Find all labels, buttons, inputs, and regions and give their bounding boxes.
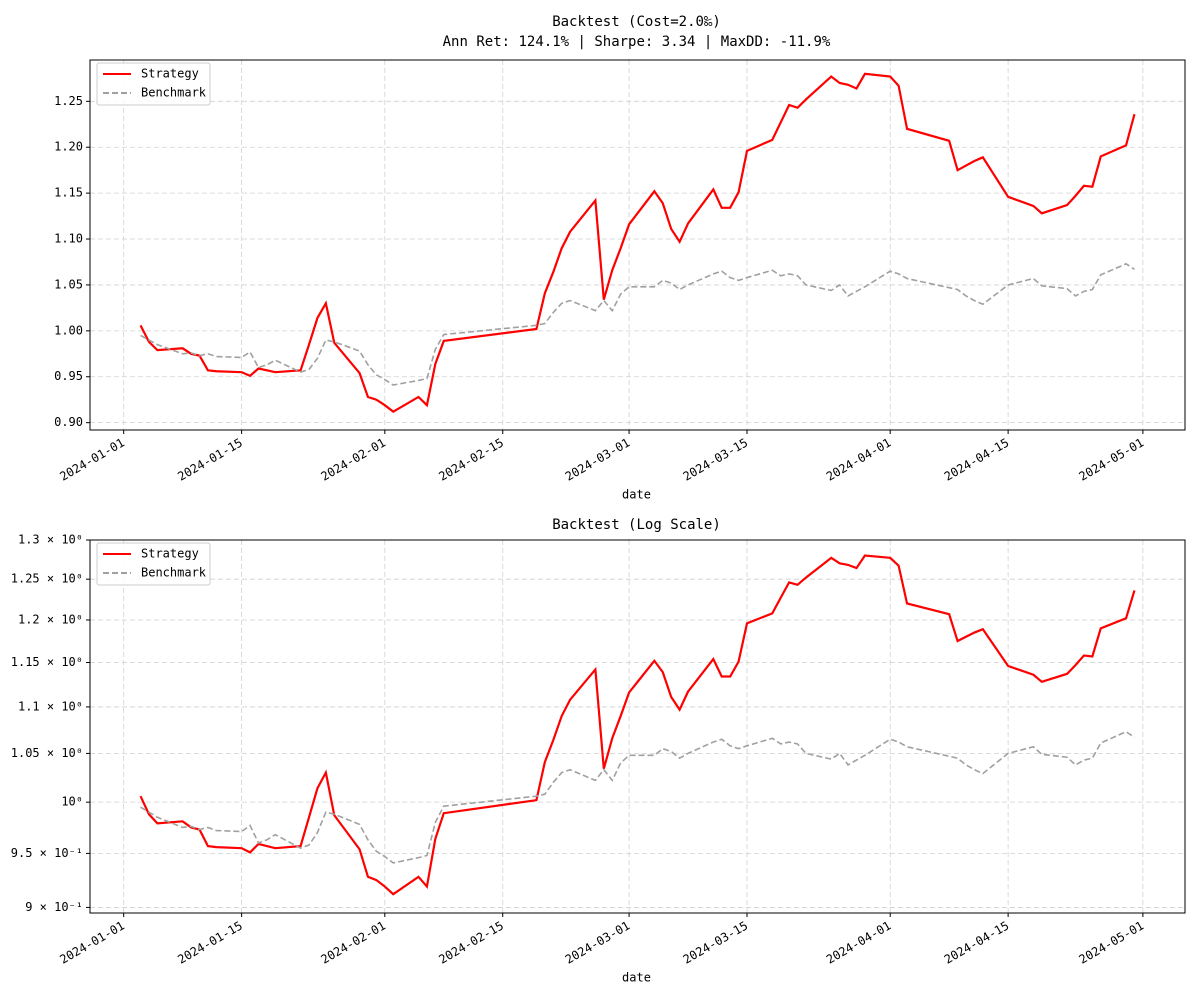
x-axis-label: date bbox=[622, 488, 651, 502]
x-tick-label: 2024-01-15 bbox=[175, 436, 245, 484]
chart-subtitle: Ann Ret: 124.1% | Sharpe: 3.34 | MaxDD: … bbox=[443, 34, 831, 50]
x-tick-label: 2024-04-15 bbox=[942, 436, 1012, 484]
legend-label: Strategy bbox=[141, 67, 199, 81]
x-tick-label: 2024-03-15 bbox=[681, 919, 751, 967]
y-tick-label: 1.2 × 10⁰ bbox=[18, 612, 83, 626]
y-tick-label: 10⁰ bbox=[61, 795, 83, 809]
x-tick-label: 2024-04-01 bbox=[824, 436, 894, 484]
plot-frame bbox=[89, 59, 1186, 431]
x-axis-label: date bbox=[622, 971, 651, 985]
y-tick-label: 1.05 bbox=[54, 277, 83, 291]
y-tick-label: 1.3 × 10⁰ bbox=[18, 533, 83, 547]
series-line bbox=[139, 72, 1136, 413]
chart-title: Backtest (Log Scale) bbox=[552, 517, 721, 533]
x-tick-label: 2024-03-01 bbox=[563, 436, 633, 484]
x-tick-label: 2024-02-15 bbox=[436, 436, 506, 484]
plot-frame bbox=[89, 539, 1186, 914]
x-tick-label: 2024-01-01 bbox=[57, 436, 127, 484]
series-line bbox=[140, 730, 1135, 864]
legend-label: Benchmark bbox=[141, 86, 207, 100]
x-tick-label: 2024-02-01 bbox=[318, 919, 388, 967]
y-tick-label: 9.5 × 10⁻¹ bbox=[11, 846, 83, 860]
y-tick-label: 0.90 bbox=[54, 415, 83, 429]
y-tick-label: 1.1 × 10⁰ bbox=[18, 699, 83, 713]
x-tick-label: 2024-04-01 bbox=[824, 919, 894, 967]
y-tick-label: 1.25 × 10⁰ bbox=[11, 572, 83, 586]
y-tick-label: 1.20 bbox=[54, 140, 83, 154]
legend-label: Strategy bbox=[141, 547, 199, 561]
y-tick-label: 9 × 10⁻¹ bbox=[25, 900, 83, 914]
x-tick-label: 2024-02-01 bbox=[318, 436, 388, 484]
x-tick-label: 2024-03-15 bbox=[681, 436, 751, 484]
series-line bbox=[139, 554, 1136, 896]
chart-title: Backtest (Cost=2.0‰) bbox=[552, 14, 721, 30]
x-tick-label: 2024-05-01 bbox=[1077, 919, 1147, 967]
x-tick-label: 2024-04-15 bbox=[942, 919, 1012, 967]
y-tick-label: 1.15 × 10⁰ bbox=[11, 655, 83, 669]
y-tick-label: 1.00 bbox=[54, 323, 83, 337]
x-tick-label: 2024-03-01 bbox=[563, 919, 633, 967]
y-tick-label: 1.25 bbox=[54, 94, 83, 108]
y-tick-label: 1.05 × 10⁰ bbox=[11, 746, 83, 760]
x-tick-label: 2024-02-15 bbox=[436, 919, 506, 967]
x-tick-label: 2024-01-15 bbox=[175, 919, 245, 967]
x-tick-label: 2024-01-01 bbox=[57, 919, 127, 967]
y-tick-label: 1.10 bbox=[54, 232, 83, 246]
y-tick-label: 0.95 bbox=[54, 369, 83, 383]
x-tick-label: 2024-05-01 bbox=[1077, 436, 1147, 484]
legend-label: Benchmark bbox=[141, 566, 207, 580]
y-tick-label: 1.15 bbox=[54, 186, 83, 200]
series-line bbox=[140, 262, 1135, 386]
